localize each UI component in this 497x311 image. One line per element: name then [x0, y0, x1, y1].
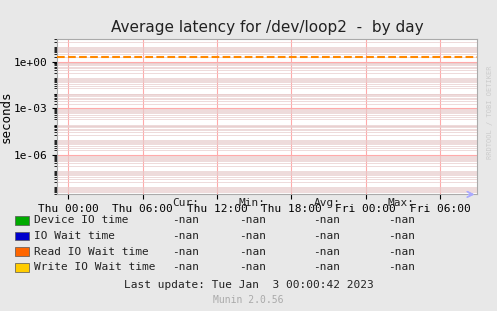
Text: -nan: -nan [388, 231, 415, 241]
Text: -nan: -nan [314, 247, 340, 257]
Text: -nan: -nan [314, 262, 340, 272]
Text: Munin 2.0.56: Munin 2.0.56 [213, 295, 284, 305]
Text: -nan: -nan [172, 247, 199, 257]
Text: -nan: -nan [172, 262, 199, 272]
Text: -nan: -nan [239, 231, 266, 241]
Y-axis label: seconds: seconds [0, 91, 12, 143]
Text: -nan: -nan [172, 216, 199, 225]
Text: -nan: -nan [239, 247, 266, 257]
Text: -nan: -nan [172, 231, 199, 241]
Text: -nan: -nan [388, 262, 415, 272]
Text: Cur:: Cur: [172, 198, 199, 208]
Text: Write IO Wait time: Write IO Wait time [34, 262, 155, 272]
Text: -nan: -nan [388, 216, 415, 225]
Text: -nan: -nan [388, 247, 415, 257]
Text: Max:: Max: [388, 198, 415, 208]
Text: Avg:: Avg: [314, 198, 340, 208]
Text: -nan: -nan [314, 231, 340, 241]
Text: Min:: Min: [239, 198, 266, 208]
Text: -nan: -nan [314, 216, 340, 225]
Text: Read IO Wait time: Read IO Wait time [34, 247, 149, 257]
Title: Average latency for /dev/loop2  -  by day: Average latency for /dev/loop2 - by day [111, 20, 423, 35]
Text: -nan: -nan [239, 216, 266, 225]
Text: -nan: -nan [239, 262, 266, 272]
Text: Last update: Tue Jan  3 00:00:42 2023: Last update: Tue Jan 3 00:00:42 2023 [124, 280, 373, 290]
Text: Device IO time: Device IO time [34, 216, 128, 225]
Text: RRDTOOL / TOBI OETIKER: RRDTOOL / TOBI OETIKER [487, 65, 493, 159]
Text: IO Wait time: IO Wait time [34, 231, 115, 241]
